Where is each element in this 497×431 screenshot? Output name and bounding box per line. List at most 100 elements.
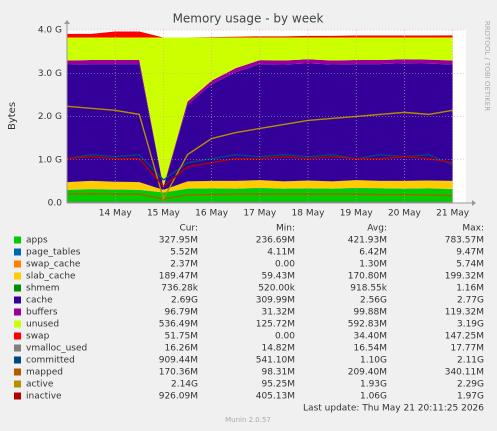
- legend-stat: 2.29G: [457, 380, 484, 390]
- legend-stat: 536.49M: [159, 320, 198, 330]
- legend-swatch: [14, 344, 21, 352]
- x-tick-label: 17 May: [243, 209, 277, 219]
- legend-stat: 2.14G: [171, 380, 198, 390]
- x-tick-label: 15 May: [147, 209, 181, 219]
- legend-label: committed: [26, 356, 75, 366]
- legend-stat: 34.40M: [353, 332, 387, 342]
- x-tick-label: 18 May: [292, 209, 326, 219]
- legend-stat: 340.11M: [445, 368, 484, 378]
- legend-stat: 31.32M: [261, 308, 295, 318]
- legend-stat: 736.28k: [161, 284, 198, 294]
- legend-stat: 1.93G: [360, 380, 387, 390]
- legend-label: shmem: [26, 284, 59, 294]
- legend-stat: 2.37M: [170, 260, 198, 270]
- x-tick-label: 19 May: [340, 209, 374, 219]
- legend-stat: 1.16M: [456, 284, 484, 294]
- legend-stat: 125.72M: [256, 320, 295, 330]
- legend-stat: 592.83M: [348, 320, 387, 330]
- legend-stat: 170.80M: [348, 272, 387, 282]
- legend-label: mapped: [26, 368, 63, 378]
- legend-stat: 96.79M: [164, 308, 198, 318]
- line: [66, 155, 453, 188]
- legend-header: Min:: [276, 224, 295, 234]
- legend-header: Avg:: [367, 224, 387, 234]
- legend-stat: 9.47M: [456, 248, 484, 258]
- legend-stat: 98.31M: [261, 368, 295, 378]
- area: [67, 37, 453, 187]
- legend-label: slab_cache: [26, 272, 76, 282]
- side-label: RRDTOOL / TOBI OETIKER: [483, 21, 491, 111]
- chart-title: Memory usage - by week: [173, 12, 324, 26]
- y-tick-label: 0.0: [48, 199, 63, 209]
- legend-label: buffers: [26, 308, 58, 318]
- legend-stat: 0.00: [275, 260, 295, 270]
- legend-header: Max:: [462, 224, 484, 234]
- x-tick-label: 16 May: [195, 209, 229, 219]
- y-tick-label: 2.0 G: [38, 112, 62, 122]
- legend-swatch: [14, 356, 21, 364]
- legend-stat: 5.74M: [456, 260, 484, 270]
- legend-stat: 51.75M: [164, 332, 198, 342]
- legend-stat: 16.54M: [353, 344, 387, 354]
- legend-stat: 99.88M: [353, 308, 387, 318]
- legend-stat: 17.77M: [450, 344, 484, 354]
- line: [66, 193, 453, 200]
- legend-stat: 405.13M: [256, 392, 295, 402]
- legend-stat: 918.55k: [350, 284, 387, 294]
- footer: Last update: Thu May 21 20:11:25 2026: [303, 404, 484, 414]
- legend-swatch: [14, 248, 21, 256]
- legend-swatch: [14, 320, 21, 328]
- x-tick-label: 14 May: [99, 209, 133, 219]
- y-tick-label: 4.0 G: [38, 26, 62, 36]
- x-tick-label: 20 May: [388, 209, 422, 219]
- legend-stat: 1.06G: [360, 392, 387, 402]
- legend-swatch: [14, 392, 21, 400]
- legend-stat: 236.69M: [256, 236, 295, 246]
- legend-stat: 199.32M: [445, 272, 484, 282]
- legend-stat: 5.52M: [170, 248, 198, 258]
- legend-stat: 783.57M: [445, 236, 484, 246]
- legend-swatch: [14, 332, 21, 340]
- legend-stat: 3.19G: [457, 320, 484, 330]
- legend-swatch: [14, 272, 21, 280]
- axes: 0.0 1.0 G 2.0 G 3.0 G 4.0 G 14 May 15 May 16 Ma…: [38, 20, 476, 219]
- legend-stat: 6.42M: [359, 248, 387, 258]
- legend-stat: 0.00: [275, 332, 295, 342]
- legend-header: Cur:: [179, 224, 198, 234]
- legend-stat: 16.26M: [164, 344, 198, 354]
- legend-swatch: [14, 296, 21, 304]
- legend-swatch: [14, 308, 21, 316]
- legend-stat: 59.43M: [261, 272, 295, 282]
- legend-stat: 309.99M: [256, 296, 295, 306]
- legend-label: page_tables: [26, 248, 81, 258]
- legend-label: unused: [26, 320, 59, 330]
- y-tick-label: 1.0 G: [38, 155, 62, 165]
- legend-label: inactive: [26, 392, 62, 402]
- legend-stat: 909.44M: [159, 356, 198, 366]
- legend-stat: 1.30M: [359, 260, 387, 270]
- legend-stat: 14.82M: [261, 344, 295, 354]
- legend-label: active: [26, 380, 54, 390]
- legend-swatch: [14, 236, 21, 244]
- legend-stat: 209.40M: [348, 368, 387, 378]
- y-axis-label: Bytes: [7, 102, 18, 130]
- legend-label: apps: [26, 236, 48, 246]
- legend-stat: 2.69G: [171, 296, 198, 306]
- version: Munin 2.0.57: [225, 416, 271, 424]
- line: [66, 105, 453, 201]
- x-tick-label: 21 May: [436, 209, 470, 219]
- legend-swatch: [14, 368, 21, 376]
- legend-stat: 1.97G: [457, 392, 484, 402]
- legend-stat: 1.10G: [360, 356, 387, 366]
- arrow: [64, 20, 70, 24]
- legend-stat: 2.11G: [457, 356, 484, 366]
- legend-label: vmalloc_used: [26, 344, 87, 354]
- legend-stat: 541.10M: [256, 356, 295, 366]
- legend-swatch: [14, 380, 21, 388]
- arrow: [472, 200, 476, 206]
- legend-label: cache: [26, 296, 53, 306]
- legend-stat: 2.77G: [457, 296, 484, 306]
- legend-stat: 189.47M: [159, 272, 198, 282]
